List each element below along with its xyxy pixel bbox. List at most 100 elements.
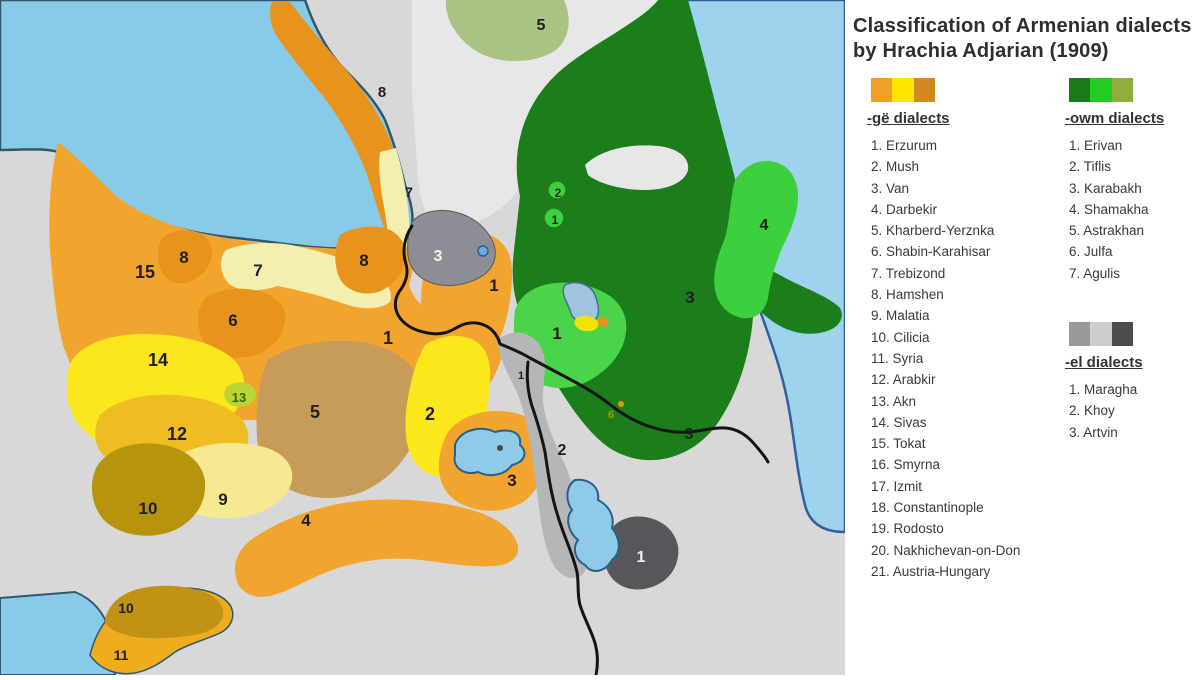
region-shamakha-4 — [714, 160, 798, 319]
legend-item: 19. Rodosto — [871, 521, 944, 537]
map-region-label: 13 — [232, 390, 246, 405]
map-region-label: 3 — [507, 471, 516, 490]
legend-item: 5. Kharberd-Yerznka — [871, 223, 995, 239]
map-region-label: 6 — [608, 409, 614, 421]
legend-item: 15. Tokat — [871, 436, 926, 452]
region-hamshen-8-west — [157, 230, 212, 284]
map-region-label: 8 — [179, 248, 188, 267]
map-region-label: 1 — [489, 276, 498, 295]
legend-group-owm: -owm dialects 1. Erivan 2. Tiflis 3. Karab… — [1065, 78, 1200, 443]
map-region-label: 2 — [555, 186, 562, 200]
legend-columns: -gë dialects 1. Erzurum 2. Mush 3. Van 4. D… — [853, 78, 1192, 638]
ge-heading: -gë dialects — [867, 110, 950, 127]
map-region-label: 9 — [218, 490, 227, 509]
border-line-south — [525, 360, 599, 677]
legend-item: 6. Julfa — [1069, 244, 1113, 260]
legend-item: 13. Akn — [871, 393, 917, 409]
region-maragha-1 — [604, 516, 679, 590]
swatch-stripe — [1090, 78, 1112, 102]
region-artvin-3 — [407, 209, 496, 287]
region-cilicia-10-coastal — [105, 585, 224, 639]
legend-item: 1. Maragha — [1069, 382, 1138, 398]
legend-item: 9. Malatia — [871, 308, 930, 324]
region-astrakhan-5 — [445, 0, 569, 62]
map-region-label: 14 — [148, 350, 168, 370]
map-region-label: 5 — [310, 402, 320, 422]
legend-item: 2. Khoy — [1069, 403, 1115, 419]
swatch-stripe — [892, 78, 914, 102]
land-notch-north — [585, 145, 689, 190]
map-region-label: 1 — [552, 324, 561, 343]
map-region-label: 15 — [135, 262, 155, 282]
legend-item: 2. Mush — [871, 159, 920, 175]
region-julfa-6 — [595, 398, 626, 423]
swatch-stripe — [1111, 322, 1133, 347]
region-cilicia-10 — [91, 443, 206, 536]
julfa-orange-speck — [618, 401, 624, 407]
map-region-label: 7 — [253, 261, 262, 280]
border-line-north — [393, 224, 770, 464]
legend-item: 18. Constantinople — [871, 500, 984, 516]
map-region-label: 1 — [637, 549, 646, 566]
map-region-label: 10 — [139, 499, 158, 518]
owm-heading: -owm dialects — [1065, 110, 1165, 127]
map-region-label: 1 — [552, 213, 559, 227]
swatch-stripe — [913, 78, 935, 102]
el-color-swatch — [1069, 322, 1133, 347]
legend-item: 1. Erzurum — [871, 138, 938, 153]
region-khoy-2 — [497, 332, 587, 578]
legend-item: 14. Sivas — [871, 414, 927, 430]
legend-item: 4. Darbekir — [871, 201, 938, 217]
legend-item: 7. Trebizond — [871, 265, 946, 281]
owm-dialect-list: 1. Erivan 2. Tiflis 3. Karabakh 4. Shamakha… — [1065, 135, 1200, 284]
map-region-label: 3 — [685, 288, 694, 307]
map-region-label: 4 — [760, 217, 769, 234]
ge-color-swatch — [871, 78, 935, 102]
region-akn-13 — [224, 382, 256, 408]
sevan-yellow-patch — [574, 315, 599, 332]
map-region-label: 2 — [425, 404, 435, 424]
swatch-stripe — [871, 78, 893, 102]
lake-van — [453, 427, 526, 477]
region-hamshen-8-east — [335, 226, 406, 294]
map-title: Classification of Armenian dialects by H… — [853, 14, 1192, 64]
legend-item: 3. Van — [871, 180, 910, 196]
swatch-stripe — [1069, 322, 1091, 347]
map-region-label: 3 — [434, 248, 443, 265]
map-region-label: 1 — [383, 328, 393, 348]
legend-item: 5. Astrakhan — [1069, 223, 1145, 239]
legend-item: 11. Syria — [871, 350, 924, 366]
legend-panel: Classification of Armenian dialects by H… — [845, 0, 1200, 675]
legend-item: 7. Agulis — [1069, 265, 1121, 281]
legend-group-ge: -gë dialects 1. Erzurum 2. Mush 3. Van 4. D… — [867, 78, 1057, 582]
map-title-line1: Classification of Armenian dialects — [853, 15, 1192, 37]
legend-item: 17. Izmit — [871, 478, 923, 494]
map-region-label: 12 — [167, 424, 187, 444]
swatch-stripe — [1090, 322, 1112, 347]
legend-item: 21. Austria-Hungary — [871, 563, 991, 579]
legend-item: 16. Smyrna — [871, 457, 941, 473]
el-heading: -el dialects — [1065, 354, 1143, 372]
legend-group-el: -el dialects 1. Maragha 2. Khoy 3. Artvin — [1065, 322, 1200, 443]
region-shabin-karahisar-6 — [197, 288, 286, 358]
el-dialect-list: 1. Maragha 2. Khoy 3. Artvin — [1065, 379, 1200, 443]
map-region-label: 8 — [378, 84, 386, 101]
region-kharberd-yerznka-5 — [256, 340, 423, 498]
map-region-label: 3 — [685, 426, 694, 443]
map-region-label: 1 — [518, 370, 524, 382]
region-tiflis-2-enclave-a — [547, 180, 567, 200]
legend-item: 3. Artvin — [1069, 424, 1118, 440]
region-hamshen-8-coastal-strip — [270, 2, 410, 243]
legend-item: 2. Tiflis — [1069, 159, 1112, 175]
map-title-line2: by Hrachia Adjarian (1909) — [853, 40, 1109, 62]
lake-urmia — [566, 478, 620, 572]
map-region-label: 11 — [114, 647, 129, 663]
legend-item: 6. Shabin-Karahisar — [871, 244, 991, 260]
map-region-label: 2 — [558, 442, 567, 459]
map-region-label: 5 — [537, 17, 546, 34]
legend-item: 10. Cilicia — [871, 329, 930, 345]
region-trebizond-7-coastal-strip — [379, 148, 410, 252]
legend-item: 1. Erivan — [1069, 138, 1123, 153]
